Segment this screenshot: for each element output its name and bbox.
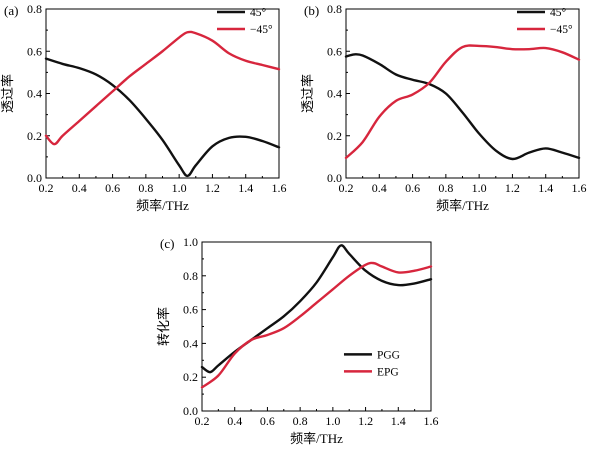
y-tick-label: 0.8 (183, 269, 198, 283)
x-tick-label: 1.0 (172, 181, 187, 195)
x-tick-label: 1.0 (325, 414, 340, 428)
x-axis-label: 频率/THz (136, 198, 189, 213)
x-tick-label: 1.4 (238, 181, 253, 195)
legend-label: PGG (377, 349, 400, 361)
chart-panel-3: 0.2 0.4 0.6 0.8 1.0 1.2 1.4 1.60.00.20.40.60.81… (156, 235, 439, 446)
series-line-2 (44, 30, 281, 146)
y-tick-label: 1.0 (183, 235, 198, 249)
y-tick-label: 0.0 (27, 171, 42, 185)
x-tick-label: 0.6 (105, 181, 120, 195)
x-tick-label: 0.2 (339, 181, 354, 195)
x-tick-label: 0.8 (438, 181, 453, 195)
panel-label: (c) (160, 236, 174, 251)
legend-label: 45° (550, 7, 567, 19)
x-tick-label: 0.4 (227, 414, 242, 428)
y-tick-label: 0.2 (183, 370, 198, 384)
y-tick-label: 0.8 (327, 2, 342, 16)
y-tick-label: 0.2 (327, 129, 342, 143)
series-line-2 (344, 44, 581, 160)
x-tick-label: 0.6 (405, 181, 420, 195)
plot-frame (345, 8, 580, 179)
y-tick-label: 0.6 (27, 44, 42, 58)
x-tick-label: 0.6 (260, 414, 275, 428)
series-line-1 (44, 57, 281, 178)
x-tick-label: 0.8 (293, 414, 308, 428)
y-tick-label: 0.0 (327, 171, 342, 185)
x-tick-label: 0.2 (195, 414, 210, 428)
x-tick-label: 1.0 (472, 181, 487, 195)
x-tick-label: 1.2 (358, 414, 373, 428)
legend-label: EPG (377, 366, 399, 378)
legend-label: 45° (250, 7, 267, 19)
y-axis-label: 透过率 (300, 74, 315, 113)
x-tick-label: 0.4 (372, 181, 387, 195)
y-tick-label: 0.2 (27, 129, 42, 143)
panel-label: (b) (304, 3, 319, 18)
legend-label: −45° (250, 24, 273, 36)
y-axis-label: 透过率 (0, 74, 15, 113)
y-tick-label: 0.4 (183, 336, 198, 350)
x-tick-label: 0.4 (72, 181, 87, 195)
y-tick-label: 0.8 (27, 2, 42, 16)
x-tick-label: 1.6 (572, 181, 587, 195)
y-tick-label: 0.0 (183, 404, 198, 418)
series-line-2 (200, 261, 433, 389)
series-line-1 (344, 53, 581, 161)
y-tick-label: 0.4 (27, 87, 42, 101)
x-tick-label: 1.2 (505, 181, 520, 195)
x-axis-label: 频率/THz (290, 431, 343, 446)
chart-panel-1: 0.2 0.4 0.6 0.8 1.0 1.2 1.4 1.60.00.20.40.60.8(… (0, 2, 287, 213)
x-tick-label: 1.4 (391, 414, 406, 428)
legend-label: −45° (550, 24, 573, 36)
x-axis-label: 频率/THz (436, 198, 489, 213)
x-tick-label: 1.4 (538, 181, 553, 195)
x-tick-label: 1.6 (424, 414, 439, 428)
y-tick-label: 0.4 (327, 87, 342, 101)
series-line-1 (200, 244, 433, 374)
y-tick-label: 0.6 (327, 44, 342, 58)
x-tick-label: 1.6 (272, 181, 287, 195)
x-tick-label: 1.2 (205, 181, 220, 195)
chart-panel-2: 0.2 0.4 0.6 0.8 1.0 1.2 1.4 1.60.00.20.40.60.8(… (300, 2, 587, 213)
x-tick-label: 0.2 (39, 181, 54, 195)
plot-frame (45, 8, 280, 179)
plot-frame (201, 241, 432, 412)
y-axis-label: 转化率 (156, 307, 171, 346)
panel-label: (a) (4, 3, 18, 18)
x-tick-label: 0.8 (138, 181, 153, 195)
y-tick-label: 0.6 (183, 303, 198, 317)
